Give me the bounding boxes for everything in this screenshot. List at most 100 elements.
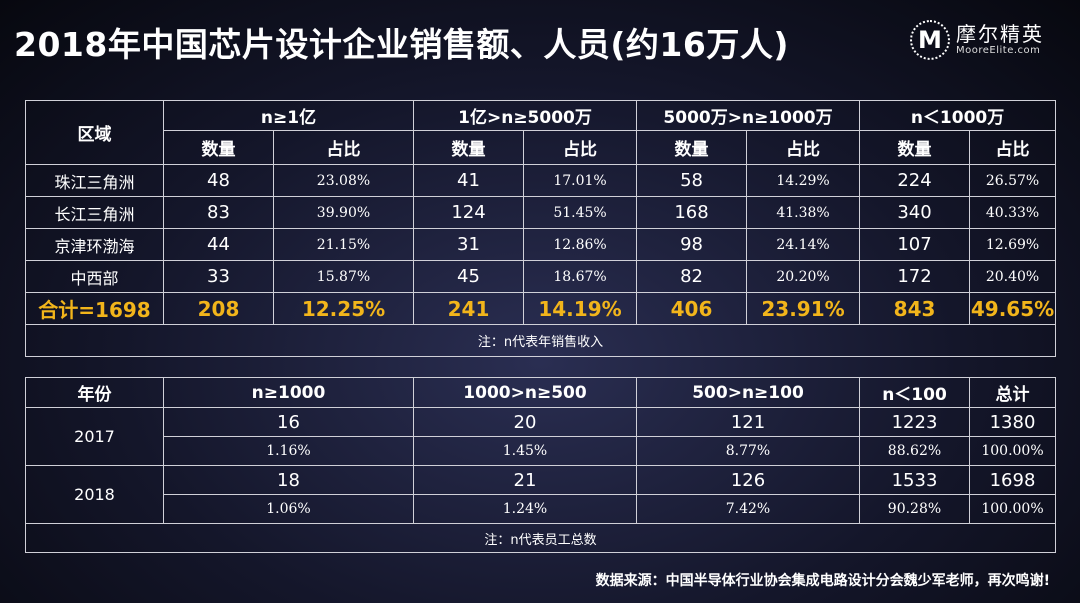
sales-table: 区域 n≥1亿 1亿>n≥5000万 5000万>n≥1000万 n＜1000万… (24, 100, 1057, 357)
count-cell: 31 (413, 228, 524, 261)
total-cell: 241 (413, 292, 524, 325)
table-row: 长江三角洲 83 39.90% 124 51.45% 168 41.38% 34… (25, 196, 1057, 229)
region-header: 区域 (25, 100, 164, 165)
share-cell: 15.87% (273, 260, 414, 293)
table-row: 1.16% 1.45% 8.77% 88.62% 100.00% (26, 436, 1056, 466)
count-cell: 21 (413, 465, 637, 495)
region-cell: 中西部 (25, 260, 164, 293)
count-cell: 1380 (969, 407, 1056, 437)
count-cell: 45 (413, 260, 524, 293)
column-header: 1000>n≥500 (413, 377, 637, 408)
year-cell: 2017 (25, 407, 164, 466)
count-cell: 82 (636, 260, 748, 293)
logo-name-cn: 摩尔精英 (956, 22, 1044, 46)
table-row: 珠江三角洲 48 23.08% 41 17.01% 58 14.29% 224 … (25, 164, 1057, 197)
year-cell: 2018 (25, 465, 164, 524)
table-note: 注：n代表年销售收入 (24, 324, 1057, 357)
year-header: 年份 (25, 377, 164, 408)
table-row: 1.06% 1.24% 7.42% 90.28% 100.00% (26, 494, 1056, 524)
share-cell: 1.24% (413, 494, 637, 524)
group-header: n≥1亿 (163, 100, 414, 131)
share-cell: 100.00% (969, 494, 1056, 524)
share-cell: 12.69% (969, 228, 1057, 261)
data-source-note: 数据来源：中国半导体行业协会集成电路设计分会魏少军老师，再次鸣谢! (595, 573, 1050, 589)
share-cell: 17.01% (522, 164, 638, 197)
share-header: 占比 (746, 130, 861, 165)
group-header: 1亿>n≥5000万 (412, 100, 638, 131)
count-cell: 1698 (969, 465, 1056, 495)
share-cell: 51.45% (522, 196, 638, 229)
count-cell: 224 (859, 164, 971, 197)
count-cell: 48 (163, 164, 274, 197)
share-cell: 14.29% (746, 164, 861, 197)
count-cell: 124 (413, 196, 524, 229)
total-cell: 23.91% (746, 292, 861, 325)
page-title: 2018年中国芯片设计企业销售额、人员(约16万人) (14, 25, 789, 64)
logo-mark-icon: M (910, 20, 950, 60)
total-header: 总计 (969, 377, 1056, 408)
count-cell: 172 (859, 260, 971, 293)
count-cell: 83 (163, 196, 274, 229)
group-header: n＜1000万 (859, 100, 1057, 131)
region-cell: 珠江三角洲 (25, 164, 164, 197)
logo-name-en: MooreElite.com (956, 45, 1041, 56)
column-header: n≥1000 (163, 377, 414, 408)
table-note: 注：n代表员工总数 (25, 523, 1056, 553)
count-cell: 33 (163, 260, 274, 293)
count-cell: 121 (636, 407, 860, 437)
total-cell: 843 (859, 292, 971, 325)
share-cell: 21.15% (273, 228, 414, 261)
count-cell: 18 (163, 465, 414, 495)
share-cell: 90.28% (859, 494, 970, 524)
count-header: 数量 (636, 130, 748, 165)
count-header: 数量 (413, 130, 524, 165)
count-cell: 1223 (859, 407, 970, 437)
group-header: 5000万>n≥1000万 (636, 100, 861, 131)
share-cell: 41.38% (746, 196, 861, 229)
count-header: 数量 (859, 130, 971, 165)
count-cell: 58 (636, 164, 748, 197)
total-cell: 208 (163, 292, 274, 325)
share-cell: 20.20% (746, 260, 861, 293)
count-cell: 340 (859, 196, 971, 229)
share-header: 占比 (969, 130, 1057, 165)
share-cell: 1.45% (413, 436, 637, 466)
share-cell: 8.77% (636, 436, 860, 466)
table-row: 中西部 33 15.87% 45 18.67% 82 20.20% 172 20… (25, 260, 1057, 293)
table-row: 京津环渤海 44 21.15% 31 12.86% 98 24.14% 107 … (25, 228, 1057, 261)
share-cell: 100.00% (969, 436, 1056, 466)
share-cell: 1.06% (163, 494, 414, 524)
total-cell: 14.19% (522, 292, 638, 325)
total-row: 合计=1698 208 12.25% 241 14.19% 406 23.91%… (25, 292, 1057, 325)
share-cell: 23.08% (273, 164, 414, 197)
share-cell: 40.33% (969, 196, 1057, 229)
count-cell: 126 (636, 465, 860, 495)
region-cell: 长江三角洲 (25, 196, 164, 229)
total-cell: 406 (636, 292, 748, 325)
column-header: n＜100 (859, 377, 970, 408)
region-cell: 京津环渤海 (25, 228, 164, 261)
total-label: 合计=1698 (25, 292, 164, 325)
total-cell: 49.65% (969, 292, 1057, 325)
share-cell: 26.57% (969, 164, 1057, 197)
share-cell: 7.42% (636, 494, 860, 524)
brand-logo: M 摩尔精英 MooreElite.com (910, 20, 1044, 60)
count-cell: 44 (163, 228, 274, 261)
share-cell: 1.16% (163, 436, 414, 466)
share-header: 占比 (273, 130, 414, 165)
share-header: 占比 (522, 130, 638, 165)
total-cell: 12.25% (273, 292, 414, 325)
count-cell: 107 (859, 228, 971, 261)
count-cell: 1533 (859, 465, 970, 495)
count-cell: 41 (413, 164, 524, 197)
share-cell: 88.62% (859, 436, 970, 466)
table-row: 2017 16 20 121 1223 1380 (25, 407, 1056, 466)
staff-table: 年份 n≥1000 1000>n≥500 500>n≥100 n＜100 总计 … (25, 377, 1056, 553)
count-cell: 168 (636, 196, 748, 229)
share-cell: 20.40% (969, 260, 1057, 293)
count-header: 数量 (163, 130, 274, 165)
column-header: 500>n≥100 (636, 377, 860, 408)
share-cell: 18.67% (522, 260, 638, 293)
count-cell: 20 (413, 407, 637, 437)
share-cell: 24.14% (746, 228, 861, 261)
